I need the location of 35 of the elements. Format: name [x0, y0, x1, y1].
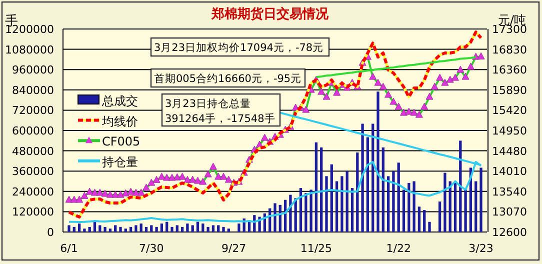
- y2-tick-label: 13540: [492, 185, 527, 198]
- x-tick-label: 6/1: [60, 242, 78, 255]
- x-tick-label: 11/25: [300, 242, 332, 255]
- legend-label: CF005: [102, 134, 140, 149]
- y2-tick-label: 14950: [492, 124, 527, 138]
- y-tick-label: 960000: [12, 64, 54, 77]
- annotation: 首期005合约16660元，-95元: [154, 72, 302, 85]
- y2-tick-label: 16360: [492, 64, 527, 77]
- annotation: 3月23日加权均价17094元，-78元: [154, 41, 324, 54]
- x-tick-label: 3/23: [468, 242, 494, 255]
- y2-tick-label: 14480: [492, 144, 527, 158]
- y-tick-label: 1200000: [5, 23, 54, 36]
- legend-label: 总成交: [101, 94, 138, 108]
- legend-label: 持仓量: [102, 154, 138, 169]
- y-tick-label: 360000: [12, 165, 54, 178]
- y-tick-label: 240000: [12, 185, 54, 198]
- y2-tick-label: 14010: [492, 165, 527, 178]
- y2-tick-label: 13070: [492, 206, 527, 219]
- annotation: 3月23日持仓总量 391264手，-17548手: [165, 97, 276, 125]
- y-tick-label: 0: [47, 226, 54, 239]
- chart-title: 郑棉期货日交易情况: [210, 6, 330, 22]
- y2-tick-label: 15890: [492, 84, 527, 97]
- y-tick-label: 1080000: [5, 43, 54, 56]
- y2-tick-label: 15420: [492, 104, 527, 118]
- y-tick-label: 600000: [12, 124, 54, 138]
- y-tick-label: 840000: [12, 84, 54, 97]
- y-tick-label: 480000: [12, 144, 54, 158]
- x-tick-label: 9/27: [221, 242, 246, 255]
- y2-tick-label: 16830: [492, 43, 527, 56]
- x-tick-label: 1/22: [386, 242, 411, 255]
- y2-tick-label: 12600: [492, 226, 527, 239]
- y-tick-label: 720000: [12, 104, 54, 118]
- x-tick-label: 7/30: [139, 242, 164, 255]
- legend-label: 均线价: [101, 114, 138, 128]
- y-tick-label: 120000: [12, 206, 54, 219]
